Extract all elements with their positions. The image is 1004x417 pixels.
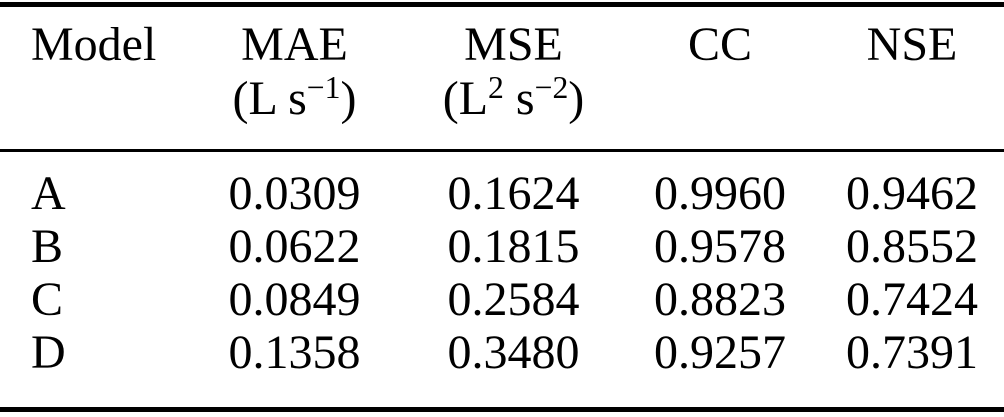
table-bottom-rule: [0, 406, 1004, 412]
cell-mae: 0.0622: [228, 219, 361, 273]
unit-mse-base3: ): [568, 72, 585, 125]
cell-nse: 0.8552: [846, 219, 978, 273]
cell-mse: 0.1815: [447, 219, 580, 273]
cell-mse: 0.2584: [447, 272, 580, 326]
table-body: A 0.0309 0.1624 0.9960 0.9462 B 0.0622 0…: [0, 152, 1004, 407]
cell-cc: 0.9960: [654, 166, 786, 220]
table-row-a: A 0.0309 0.1624 0.9960 0.9462: [0, 167, 1004, 220]
unit-mae-base1: (L s: [232, 72, 307, 125]
unit-mae: (L s−1): [182, 70, 407, 128]
unit-cc-empty: [620, 70, 820, 128]
col-header-model: Model: [31, 18, 157, 71]
unit-mse-base1: (L: [442, 72, 489, 125]
cell-model: C: [31, 272, 64, 326]
cell-model: D: [31, 325, 66, 379]
cell-model: B: [31, 219, 64, 273]
col-header-mae: MAE: [241, 18, 348, 71]
unit-mse-sup2: −2: [534, 70, 569, 106]
header-label-row: Model MAE MSE CC NSE: [0, 20, 1004, 70]
cell-nse: 0.9462: [846, 166, 978, 220]
col-header-cc: CC: [687, 18, 753, 71]
table-row-d: D 0.1358 0.3480 0.9257 0.7391: [0, 326, 1004, 379]
unit-mse-base2: s: [503, 72, 535, 125]
cell-mae: 0.1358: [228, 325, 361, 379]
cell-mse: 0.1624: [447, 166, 580, 220]
unit-model-empty: [0, 70, 182, 128]
cell-model: A: [31, 166, 66, 220]
cell-mae: 0.0309: [228, 166, 361, 220]
col-header-mse: MSE: [464, 18, 563, 71]
unit-nse-empty: [820, 70, 1004, 128]
unit-mse-sup1: 2: [488, 70, 504, 106]
cell-mae: 0.0849: [228, 272, 361, 326]
header-unit-row: (L s−1) (L2 s−2): [0, 70, 1004, 128]
cell-cc: 0.9257: [654, 325, 786, 379]
cell-cc: 0.9578: [654, 219, 786, 273]
unit-mae-sup1: −1: [306, 70, 341, 106]
unit-mse: (L2 s−2): [407, 70, 620, 128]
table-row-c: C 0.0849 0.2584 0.8823 0.7424: [0, 273, 1004, 326]
table-header: Model MAE MSE CC NSE (L s−1) (L2 s−2): [0, 7, 1004, 149]
table-row-b: B 0.0622 0.1815 0.9578 0.8552: [0, 220, 1004, 273]
unit-mae-base2: ): [340, 72, 357, 125]
col-header-nse: NSE: [866, 18, 958, 71]
cell-cc: 0.8823: [654, 272, 786, 326]
table-top-rule: [0, 2, 1004, 7]
cell-mse: 0.3480: [447, 325, 580, 379]
cell-nse: 0.7391: [846, 325, 978, 379]
table-mid-rule: [0, 149, 1004, 152]
cell-nse: 0.7424: [846, 272, 978, 326]
